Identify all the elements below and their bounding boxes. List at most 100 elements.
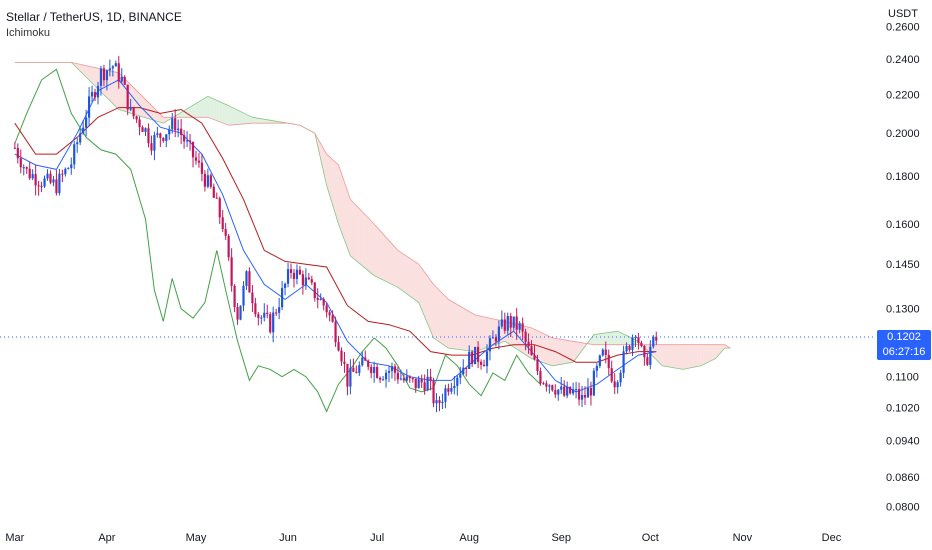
candle-body <box>239 305 242 320</box>
candle-body <box>206 175 209 187</box>
candle <box>485 344 489 374</box>
cloud-segment <box>412 260 416 301</box>
cloud-segment <box>89 66 93 83</box>
candle <box>275 308 278 317</box>
candle-body <box>168 129 171 135</box>
candle-body <box>533 355 536 360</box>
candle <box>476 341 480 369</box>
candle-body <box>132 107 135 117</box>
candle-body <box>580 394 584 400</box>
candle <box>319 293 322 301</box>
candle-body <box>554 390 557 395</box>
candle-body <box>521 323 524 332</box>
candle-body <box>402 378 405 381</box>
indicator-label[interactable]: Ichimoku <box>6 27 51 39</box>
candle <box>298 265 302 276</box>
candle-body <box>245 271 248 286</box>
candle <box>281 280 284 311</box>
price-tick-label: 0.1450 <box>886 259 920 271</box>
candle-body <box>479 361 483 365</box>
candle <box>402 374 405 383</box>
candle-body <box>64 168 67 175</box>
candle <box>396 366 400 384</box>
cloud-segment <box>573 341 577 363</box>
time-axis[interactable]: Mar Apr May Jun Jul Aug Sep Oct Nov Dec <box>5 532 841 544</box>
candle <box>563 380 566 398</box>
price-axis-unit: USDT <box>888 8 918 20</box>
cloud-segment <box>365 214 369 271</box>
time-tick-label: Jun <box>279 532 297 544</box>
candle <box>569 386 572 395</box>
candle-body <box>604 349 607 356</box>
candle-body <box>527 341 530 347</box>
candle-body <box>123 76 126 85</box>
candle-body <box>364 357 367 361</box>
candle-body <box>619 372 622 383</box>
candle-body <box>283 283 287 289</box>
candle <box>123 75 126 86</box>
candle-body <box>129 107 132 110</box>
candle-body <box>355 371 358 373</box>
candle <box>162 137 165 143</box>
cloud-segment <box>421 268 425 317</box>
candle <box>22 164 25 176</box>
candle-body <box>242 285 245 306</box>
cloud-segment <box>86 65 90 80</box>
candle <box>251 285 254 312</box>
candle-body <box>272 312 275 333</box>
candle-body <box>346 363 349 387</box>
candle <box>414 378 417 393</box>
cloud-segment <box>549 336 553 366</box>
candle-body <box>643 345 646 358</box>
candle-body <box>40 185 43 187</box>
candle-body <box>414 378 417 389</box>
cloud-segment <box>335 162 339 225</box>
candle <box>574 381 578 399</box>
cloud-segment <box>243 112 247 124</box>
cloud-segment <box>697 344 701 367</box>
price-tick-label: 0.0940 <box>886 436 920 448</box>
cloud-segment <box>448 299 452 349</box>
candle <box>589 381 593 406</box>
candle <box>269 311 272 334</box>
candle-body <box>598 355 601 367</box>
candle <box>616 380 619 394</box>
candle-body <box>87 96 91 118</box>
candle <box>441 393 444 409</box>
candle <box>595 363 598 378</box>
candle-body <box>230 257 233 286</box>
cloud-segment <box>80 64 84 74</box>
candle <box>459 366 462 385</box>
cloud-segment <box>332 159 336 215</box>
candle-body <box>156 133 159 136</box>
candle-body <box>595 366 598 371</box>
cloud-segment <box>234 108 238 125</box>
candle <box>168 125 171 140</box>
candle-body <box>185 140 189 142</box>
candle <box>144 127 147 137</box>
candle <box>108 59 111 77</box>
candle <box>343 351 346 373</box>
candle-body <box>105 70 109 81</box>
cloud-segment <box>374 224 378 278</box>
candle <box>76 137 79 153</box>
cloud-segment <box>688 344 692 369</box>
cloud-segment <box>674 344 677 369</box>
candle <box>19 149 22 174</box>
candle-body <box>334 321 337 343</box>
candle-body <box>560 386 563 390</box>
cloud-segment <box>323 148 327 186</box>
candle-body <box>390 366 394 372</box>
cloud-segment <box>484 316 487 349</box>
cloud-segment <box>222 103 226 124</box>
candle <box>399 369 402 381</box>
cloud-segment <box>596 333 600 345</box>
candle <box>132 106 135 120</box>
candle-body <box>138 119 141 128</box>
candle-body <box>191 142 195 158</box>
candle <box>405 369 408 383</box>
candle <box>554 384 557 398</box>
